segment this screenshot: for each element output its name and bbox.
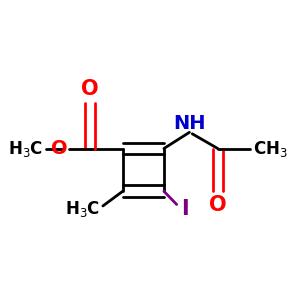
Text: O: O: [209, 195, 226, 215]
Text: H$_3$C: H$_3$C: [8, 139, 43, 158]
Text: NH: NH: [173, 114, 206, 133]
Text: O: O: [51, 139, 68, 158]
Text: I: I: [181, 199, 188, 219]
Text: O: O: [81, 79, 99, 99]
Text: H$_3$C: H$_3$C: [65, 199, 100, 219]
Text: CH$_3$: CH$_3$: [253, 139, 288, 158]
